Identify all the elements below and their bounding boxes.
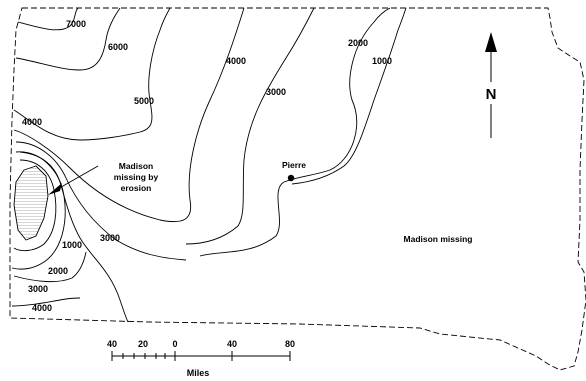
contour-label-4000-north: 4000 [226, 56, 246, 66]
contour-1000-south [13, 159, 57, 252]
contour-label-6000: 6000 [108, 42, 128, 52]
state-border [9, 7, 586, 371]
madison-missing-note: Madison missing [404, 234, 473, 244]
contour-label-4000-south: 4000 [32, 303, 52, 313]
north-arrow-head [485, 32, 497, 52]
contour-label-3000-mid: 3000 [100, 233, 120, 243]
north-label-backdrop [480, 82, 502, 104]
contour-5000 [13, 7, 171, 141]
erosion-area [13, 165, 49, 241]
erosion-pointer-line [55, 165, 99, 191]
erosion-note-line3: erosion [121, 183, 152, 193]
contour-label-5000: 5000 [134, 96, 154, 106]
contour-label-7000: 7000 [66, 19, 86, 29]
contour-label-1000-north: 1000 [372, 56, 392, 66]
contour-3000-north [185, 7, 315, 245]
scale-tick-label: 20 [138, 339, 148, 349]
scale-tick-label: 0 [172, 339, 177, 349]
contour-1000-north [291, 7, 407, 185]
contour-4000-south [11, 297, 81, 307]
contour-label-2000-south: 2000 [48, 266, 68, 276]
contour-3000-mid [19, 151, 129, 323]
scale-bar: 40 20 0 40 80 Miles [107, 339, 295, 378]
contour-label-4000-west: 4000 [22, 117, 42, 127]
contour-label-2000-north: 2000 [348, 38, 368, 48]
erosion-note-line2: missing by [114, 172, 159, 182]
erosion-pointer-arrowhead [48, 183, 62, 195]
scale-tick-label: 80 [285, 339, 295, 349]
scale-tick-label: 40 [107, 339, 117, 349]
contour-3000-south [13, 251, 87, 283]
contour-label-3000-south: 3000 [28, 284, 48, 294]
contour-4000-west [15, 141, 187, 261]
contour-2000-south [11, 151, 66, 270]
pierre-dot [287, 174, 295, 182]
contour-7000 [17, 7, 79, 31]
north-label: N [486, 86, 497, 103]
contour-2000-north [199, 7, 391, 257]
contour-6000 [15, 7, 121, 71]
scale-tick-label: 40 [227, 339, 237, 349]
erosion-note-line1: Madison [119, 161, 153, 171]
scale-units-label: Miles [187, 368, 210, 378]
contour-4000-north [13, 7, 245, 223]
contour-label-3000-north: 3000 [266, 87, 286, 97]
pierre-label: Pierre [282, 160, 306, 170]
contour-label-1000-south: 1000 [62, 240, 82, 250]
